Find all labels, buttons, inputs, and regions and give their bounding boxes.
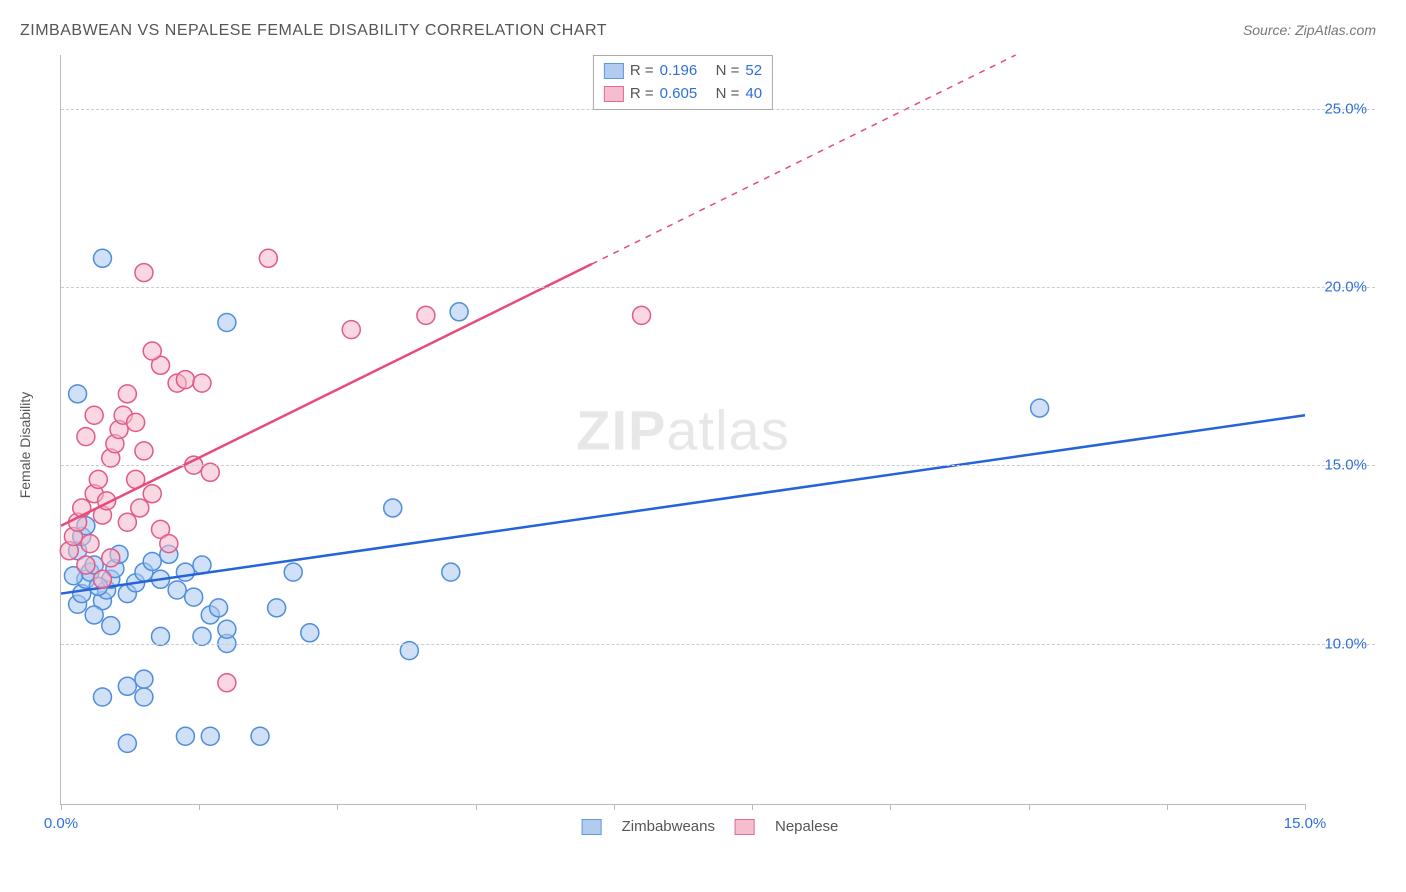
scatter-point [118,513,136,531]
scatter-point [93,688,111,706]
x-tick [752,804,753,810]
scatter-point [168,581,186,599]
x-tick [614,804,615,810]
r-label: R = [630,60,654,83]
y-axis-label: Female Disability [17,392,33,499]
scatter-point [251,727,269,745]
scatter-point [93,570,111,588]
scatter-point [131,499,149,517]
correlation-legend: R = 0.196 N = 52 R = 0.605 N = 40 [593,55,773,110]
y-tick-label: 10.0% [1324,635,1367,652]
scatter-plot-svg [61,55,1305,804]
scatter-point [135,264,153,282]
scatter-point [218,620,236,638]
scatter-point [284,563,302,581]
y-tick-label: 20.0% [1324,278,1367,295]
r-label: R = [630,83,654,106]
r-value-zimbabweans: 0.196 [660,60,710,83]
scatter-point [185,588,203,606]
n-value-nepalese: 40 [745,83,762,106]
scatter-point [77,428,95,446]
source-label: Source: ZipAtlas.com [1243,22,1376,38]
scatter-point [135,442,153,460]
x-tick [1305,804,1306,810]
scatter-point [1031,399,1049,417]
scatter-point [77,556,95,574]
regression-line [61,415,1305,593]
swatch-nepalese [735,819,755,835]
scatter-point [268,599,286,617]
grid-line [61,644,1375,645]
scatter-point [633,306,651,324]
scatter-point [143,342,161,360]
scatter-point [259,249,277,267]
regression-line [61,264,592,526]
x-tick [476,804,477,810]
scatter-point [118,734,136,752]
chart-container: Female Disability ZIPatlas R = 0.196 N =… [45,55,1375,835]
scatter-point [218,314,236,332]
scatter-point [450,303,468,321]
series-legend: Zimbabweans Nepalese [582,818,839,835]
n-label: N = [716,60,740,83]
series-name-zimbabweans: Zimbabweans [622,818,715,835]
x-tick [1029,804,1030,810]
x-tick [890,804,891,810]
y-tick-label: 25.0% [1324,100,1367,117]
scatter-point [118,385,136,403]
x-tick-label: 0.0% [44,815,78,832]
scatter-point [417,306,435,324]
scatter-point [69,385,87,403]
scatter-point [127,413,145,431]
scatter-point [118,677,136,695]
swatch-zimbabweans [582,819,602,835]
r-value-nepalese: 0.605 [660,83,710,106]
chart-title: ZIMBABWEAN VS NEPALESE FEMALE DISABILITY… [20,22,607,40]
scatter-point [442,563,460,581]
scatter-point [176,727,194,745]
n-value-zimbabweans: 52 [745,60,762,83]
x-tick [61,804,62,810]
scatter-point [176,371,194,389]
n-label: N = [716,83,740,106]
scatter-point [135,670,153,688]
swatch-nepalese [604,86,624,102]
scatter-point [342,321,360,339]
x-tick [1167,804,1168,810]
scatter-point [160,535,178,553]
grid-line [61,465,1375,466]
legend-row-zimbabweans: R = 0.196 N = 52 [604,60,762,83]
grid-line [61,287,1375,288]
scatter-point [193,374,211,392]
scatter-point [85,406,103,424]
plot-area: ZIPatlas R = 0.196 N = 52 R = 0.605 N = … [60,55,1305,805]
scatter-point [143,552,161,570]
legend-row-nepalese: R = 0.605 N = 40 [604,83,762,106]
scatter-point [201,727,219,745]
x-tick [337,804,338,810]
scatter-point [384,499,402,517]
scatter-point [218,674,236,692]
scatter-point [210,599,228,617]
x-tick-label: 15.0% [1284,815,1327,832]
series-name-nepalese: Nepalese [775,818,838,835]
scatter-point [176,563,194,581]
swatch-zimbabweans [604,63,624,79]
scatter-point [81,535,99,553]
scatter-point [85,606,103,624]
scatter-point [143,485,161,503]
scatter-point [301,624,319,642]
scatter-point [135,688,153,706]
x-tick [199,804,200,810]
scatter-point [102,549,120,567]
y-tick-label: 15.0% [1324,457,1367,474]
scatter-point [89,470,107,488]
scatter-point [93,249,111,267]
scatter-point [102,617,120,635]
